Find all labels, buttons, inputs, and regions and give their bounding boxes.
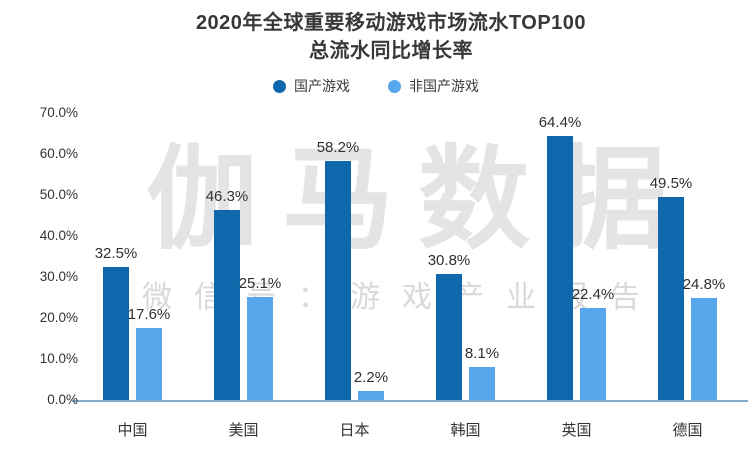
bar-domestic-games-1 [214, 210, 240, 400]
x-axis-label-1: 美国 [228, 422, 259, 439]
bar-value-label-non-domestic-games-3: 8.1% [464, 345, 500, 362]
y-axis-tick-label: 0.0% [47, 392, 78, 407]
bar-value-label-non-domestic-games-1: 25.1% [238, 275, 282, 292]
y-axis-tick-label: 70.0% [39, 105, 78, 120]
bar-value-label-non-domestic-games-0: 17.6% [127, 306, 171, 323]
x-axis-label-2: 日本 [339, 422, 370, 439]
y-axis-tick-label: 30.0% [39, 269, 78, 284]
y-axis-tick-label: 20.0% [39, 310, 78, 325]
bar-non-domestic-games-3 [469, 367, 495, 400]
bar-value-label-domestic-games-3: 30.8% [427, 252, 471, 269]
bar-value-label-domestic-games-2: 58.2% [316, 139, 360, 156]
bar-value-label-domestic-games-5: 49.5% [649, 175, 693, 192]
plot-area: 32.5% 17.6% 46.3% 25.1% 58.2% 2.2% 30.8% 8.1% 64… [77, 113, 743, 400]
bar-non-domestic-games-2 [358, 391, 384, 400]
legend-label: 非国产游戏 [409, 78, 479, 94]
legend-marker-domestic-games [273, 79, 286, 93]
legend-item-non-domestic-games: 非国产游戏 [388, 76, 479, 96]
legend-marker-non-domestic-games [388, 79, 401, 93]
bar-value-label-non-domestic-games-2: 2.2% [353, 369, 389, 386]
y-axis-tick-label: 40.0% [39, 228, 78, 243]
bar-non-domestic-games-0 [136, 328, 162, 400]
bar-value-label-domestic-games-0: 32.5% [94, 245, 138, 262]
x-axis-line [72, 400, 748, 402]
chart-title-line1: 2020年全球重要移动游戏市场流水TOP100 [195, 12, 587, 34]
bar-value-label-domestic-games-1: 46.3% [205, 188, 249, 205]
x-axis-label-5: 德国 [672, 422, 703, 439]
bar-domestic-games-5 [658, 197, 684, 400]
y-axis-tick-label: 10.0% [39, 351, 78, 366]
x-axis-label-0: 中国 [117, 422, 148, 439]
y-axis-tick-label: 50.0% [39, 187, 78, 202]
bar-non-domestic-games-4 [580, 308, 606, 400]
chart-title-line2: 总流水同比增长率 [309, 40, 473, 62]
bar-domestic-games-2 [325, 161, 351, 400]
chart-legend: 国产游戏 非国产游戏 [0, 76, 752, 96]
bar-domestic-games-4 [547, 136, 573, 400]
y-axis-tick-label: 60.0% [39, 146, 78, 161]
bar-non-domestic-games-5 [691, 298, 717, 400]
bar-domestic-games-0 [103, 267, 129, 400]
bar-non-domestic-games-1 [247, 297, 273, 400]
x-axis-label-4: 英国 [561, 422, 592, 439]
bar-domestic-games-3 [436, 274, 462, 400]
legend-item-domestic-games: 国产游戏 [273, 76, 350, 96]
bar-value-label-non-domestic-games-4: 22.4% [571, 286, 615, 303]
legend-label: 国产游戏 [294, 78, 350, 94]
x-axis-label-3: 韩国 [450, 422, 481, 439]
bar-value-label-domestic-games-4: 64.4% [538, 114, 582, 131]
bar-value-label-non-domestic-games-5: 24.8% [682, 276, 726, 293]
